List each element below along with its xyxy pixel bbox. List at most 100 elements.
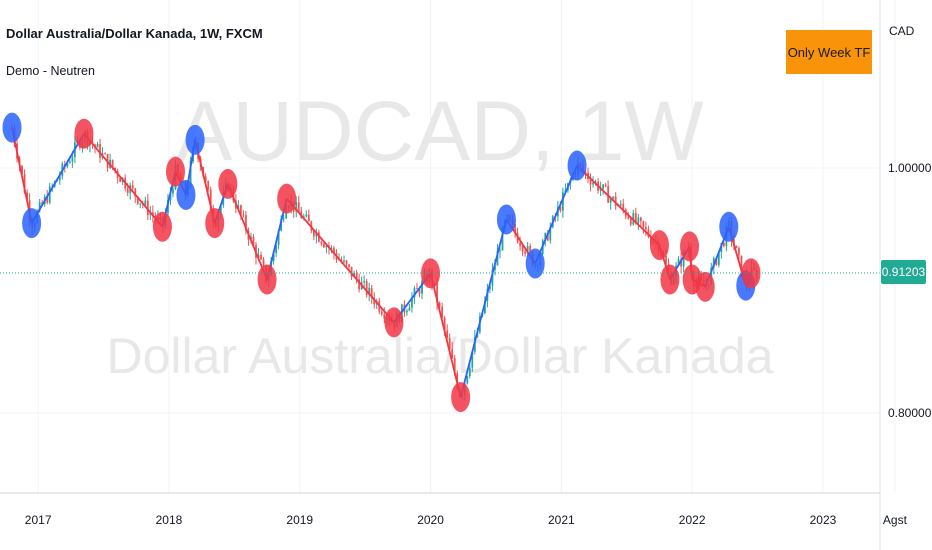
candle-body — [131, 185, 134, 189]
candle-body — [209, 189, 212, 211]
candle-body — [546, 233, 549, 241]
candle-body — [406, 310, 408, 313]
time-axis[interactable]: 2017 2018 2019 2020 2021 2022 2023 Agst — [25, 513, 908, 527]
pivot-marker-red — [218, 168, 238, 199]
pivot-marker-red — [384, 307, 404, 338]
candle-body — [99, 143, 101, 158]
zigzag-segment — [11, 127, 33, 224]
candle-body — [494, 265, 496, 271]
indicator-label[interactable]: Demo - Neutren — [6, 64, 95, 78]
candle-body — [682, 251, 685, 267]
zigzag-segment — [459, 219, 508, 398]
candle-body — [622, 203, 625, 210]
candle-body — [451, 349, 454, 359]
candle-body — [499, 250, 501, 252]
zigzag-segment — [576, 164, 661, 246]
time-tick-label: 2019 — [286, 513, 313, 527]
candle-body — [634, 213, 637, 223]
candle-body — [614, 196, 617, 206]
pivot-marker-red — [695, 271, 715, 302]
candle-body — [738, 248, 740, 256]
candle-body — [146, 200, 149, 216]
candle-body — [599, 188, 602, 191]
candle-body — [312, 230, 315, 237]
candle-body — [172, 188, 174, 194]
time-tick-label: 2022 — [679, 513, 706, 527]
pivot-marker-blue — [2, 112, 22, 143]
candle-body — [66, 162, 69, 167]
candle-body — [252, 236, 255, 245]
candle-body — [647, 229, 650, 237]
candle-body — [594, 181, 597, 183]
candle-body — [471, 351, 474, 368]
time-tick-label: 2023 — [810, 513, 837, 527]
pivot-marker-red — [166, 156, 185, 187]
candle-body — [521, 245, 524, 252]
candle-body — [619, 203, 622, 206]
candle-body — [104, 153, 106, 155]
pivot-marker-red — [741, 258, 761, 289]
candle-body — [373, 297, 376, 305]
pivot-marker-red — [152, 211, 172, 242]
pivot-marker-red — [421, 258, 441, 289]
symbol-title[interactable]: Dollar Australia/Dollar Kanada, 1W, FXCM — [6, 26, 263, 41]
time-tick-label: 2021 — [548, 513, 575, 527]
candle-body — [325, 245, 328, 248]
zigzag-segment — [429, 273, 462, 398]
candle-body — [219, 205, 222, 215]
candle-body — [305, 214, 308, 217]
candle-body — [21, 165, 23, 175]
candle-body — [441, 306, 444, 318]
pivot-marker-blue — [525, 248, 545, 279]
candle-body — [295, 202, 298, 212]
candle-body — [589, 179, 592, 185]
candle-body — [740, 255, 743, 277]
candle-body — [358, 279, 361, 290]
pivot-marker-red — [680, 231, 700, 262]
candle-body — [529, 246, 532, 252]
candle-body — [345, 260, 348, 265]
pivot-marker-red — [277, 183, 297, 214]
candle-body — [501, 227, 504, 251]
candle-body — [46, 196, 49, 203]
candle-body — [514, 223, 516, 234]
candle-body — [496, 251, 499, 266]
zigzag-segment — [534, 165, 578, 264]
candle-body — [315, 232, 318, 237]
candle-body — [262, 259, 265, 266]
candle-body — [297, 202, 300, 212]
zigzag-segment — [285, 198, 395, 323]
candle-body — [348, 264, 350, 267]
candle-body — [96, 143, 99, 148]
candle-body — [602, 184, 605, 189]
candle-body — [612, 196, 615, 199]
candle-body — [240, 205, 242, 215]
candle-body — [592, 182, 594, 185]
candle-body — [38, 202, 41, 212]
timeframe-badge: Only Week TF — [786, 30, 872, 74]
candle-body — [330, 247, 333, 249]
candle-body — [136, 196, 139, 204]
time-tick-label: 2020 — [417, 513, 444, 527]
candle-body — [242, 214, 245, 216]
pivot-marker-blue — [719, 211, 739, 242]
candle-body — [642, 221, 645, 228]
candle-body — [134, 188, 137, 197]
candle-body — [307, 214, 310, 222]
watermark-description: Dollar Australia/Dollar Kanada — [106, 328, 773, 384]
candle-body — [370, 287, 373, 298]
pivot-marker-blue — [567, 150, 587, 181]
pivot-markers — [2, 112, 761, 413]
candle-body — [677, 259, 680, 266]
candle-body — [411, 297, 413, 308]
pivot-marker-red — [74, 118, 94, 149]
candle-body — [353, 273, 355, 277]
candle-body — [468, 367, 471, 377]
price-axis[interactable]: 1.00000 0.80000 — [888, 161, 932, 420]
candle-body — [421, 280, 423, 294]
candle-body — [446, 330, 449, 338]
candle-body — [383, 314, 386, 319]
candle-body — [717, 252, 720, 265]
candle-body — [519, 242, 522, 246]
